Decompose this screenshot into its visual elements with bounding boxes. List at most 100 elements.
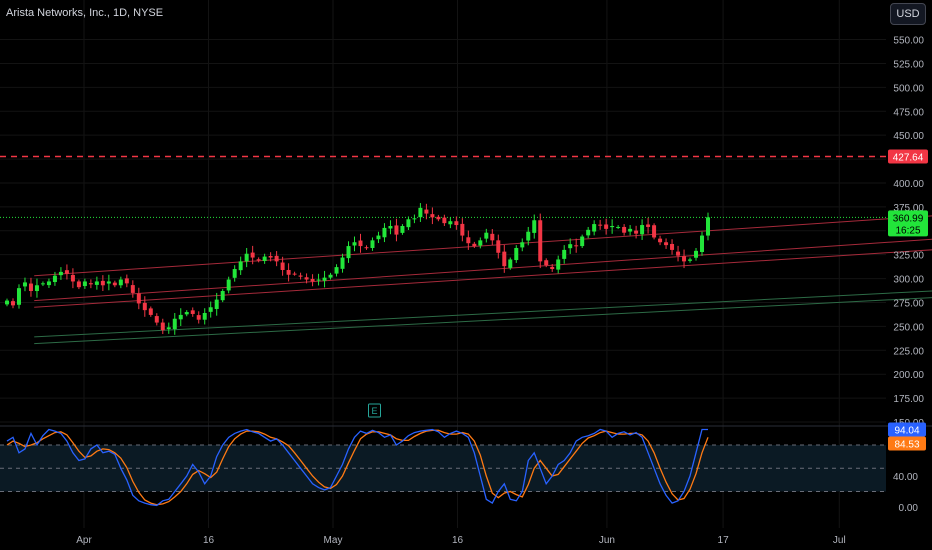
time-tick-label: Jun [599, 535, 615, 546]
candle-body [364, 247, 369, 249]
candle-body [664, 242, 669, 246]
candle-body [280, 262, 285, 270]
target-price-line [0, 155, 886, 218]
stoch-k-text: 94.04 [894, 426, 919, 437]
candle-body [16, 288, 21, 305]
candle-body [388, 226, 393, 229]
currency-button[interactable]: USD [890, 3, 926, 25]
candle-body [700, 235, 705, 253]
candle-body [460, 223, 465, 236]
candle-body [424, 209, 429, 214]
price-tick-label: 225.00 [893, 346, 924, 357]
candle-body [430, 214, 435, 218]
candle-body [454, 221, 459, 226]
candlesticks [5, 203, 710, 335]
candle-body [148, 308, 153, 315]
candle-body [208, 307, 213, 312]
price-tick-label: 250.00 [893, 322, 924, 333]
candle-body [118, 279, 123, 286]
candle-body [538, 220, 543, 262]
price-tick-label: 325.00 [893, 251, 924, 262]
candle-body [220, 291, 225, 301]
candle-body [646, 224, 651, 227]
candle-body [640, 225, 645, 235]
candle-body [466, 237, 471, 244]
candle-body [64, 270, 69, 274]
time-axis[interactable]: Apr16May16Jun17Jul17Aug16Sep16Oct16 [76, 535, 932, 546]
channel-line [34, 249, 932, 308]
candle-body [400, 226, 405, 233]
candle-body [610, 226, 615, 228]
candle-body [478, 240, 483, 246]
last-price-badge [888, 210, 928, 237]
candle-body [658, 238, 663, 243]
earnings-marker-label: E [371, 406, 377, 416]
candle-body [358, 240, 363, 247]
candle-body [256, 259, 261, 261]
price-tick-label: 500.00 [893, 83, 924, 94]
time-tick-label: Jul [833, 535, 846, 546]
candle-body [604, 224, 609, 229]
time-tick-label: 17 [718, 535, 730, 546]
candle-body [5, 300, 9, 305]
candle-body [226, 279, 231, 291]
candle-body [160, 322, 165, 331]
candle-body [274, 255, 279, 262]
candle-body [532, 220, 537, 233]
candle-body [232, 269, 237, 278]
time-tick-label: Apr [76, 535, 92, 546]
candle-body [670, 243, 675, 250]
candle-body [562, 249, 567, 259]
oscillator-tick-label: 0.00 [899, 503, 919, 514]
candle-body [310, 278, 315, 282]
candle-body [706, 217, 710, 236]
candle-body [502, 251, 507, 267]
price-tick-label: 450.00 [893, 131, 924, 142]
candle-body [130, 285, 135, 293]
candle-body [622, 226, 627, 233]
candle-body [598, 224, 603, 226]
price-tick-label: 475.00 [893, 107, 924, 118]
price-tick-label: 400.00 [893, 179, 924, 190]
stoch-d-line [6, 429, 709, 506]
candle-body [40, 283, 45, 285]
candle-body [286, 269, 291, 275]
candle-body [496, 240, 501, 253]
candle-body [334, 267, 339, 274]
last-price-text: 360.99 [893, 213, 924, 224]
earnings-marker [368, 403, 381, 418]
candle-body [694, 250, 699, 258]
candle-body [556, 259, 561, 270]
candle-body [346, 246, 351, 259]
candle-body [22, 282, 27, 287]
candle-body [298, 275, 303, 277]
candle-body [184, 312, 189, 315]
candle-body [178, 314, 183, 320]
stoch-d-text: 84.53 [894, 440, 919, 451]
candle-body [76, 281, 81, 288]
price-tick-label: 300.00 [893, 275, 924, 286]
oscillator-tick-label: 40.00 [893, 472, 918, 483]
candle-body [508, 259, 513, 268]
candle-body [322, 277, 327, 281]
candle-body [202, 313, 207, 320]
candle-body [382, 227, 387, 238]
candle-body [370, 240, 375, 248]
candle-body [628, 228, 633, 232]
candle-body [112, 282, 117, 286]
candle-body [292, 273, 297, 275]
candle-body [28, 283, 33, 292]
candle-body [94, 281, 99, 285]
candle-body [328, 274, 333, 278]
event-markers[interactable]: EE⚡✦E [368, 387, 932, 418]
candle-body [124, 278, 129, 284]
price-tick-label: 525.00 [893, 59, 924, 70]
price-tick-label: 550.00 [893, 36, 924, 47]
candle-body [136, 293, 141, 304]
candle-body [418, 207, 423, 218]
candle-body [526, 231, 531, 241]
candle-body [316, 279, 321, 281]
candle-body [52, 275, 57, 283]
